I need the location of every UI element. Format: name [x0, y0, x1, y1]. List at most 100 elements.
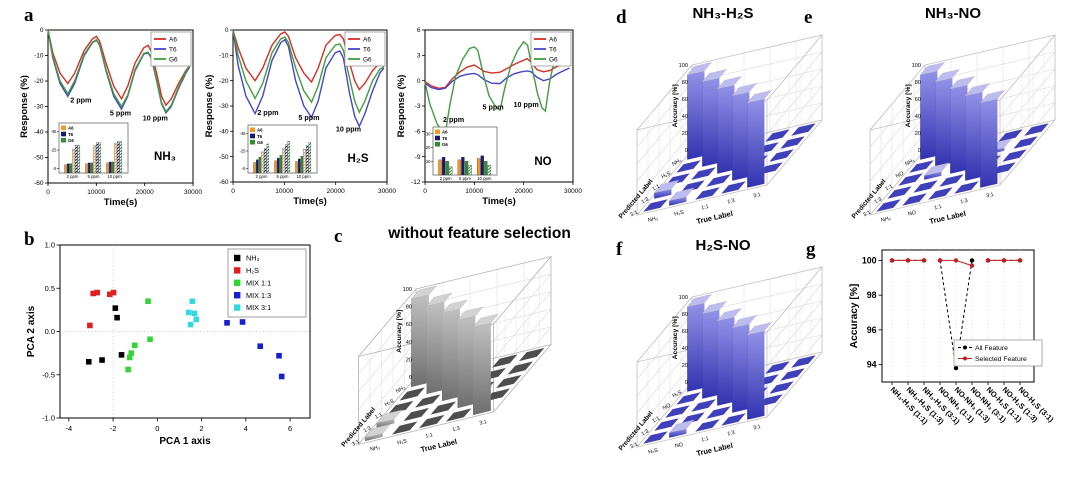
svg-text:MIX 1:1: MIX 1:1	[246, 278, 271, 287]
series-T6	[232, 29, 385, 128]
svg-text:100: 100	[679, 295, 688, 301]
series-Selected Feature	[889, 258, 1023, 268]
series-G6	[47, 29, 191, 113]
svg-text:Response (%): Response (%)	[19, 75, 30, 138]
svg-text:1:3: 1:3	[727, 430, 736, 438]
svg-text:10 ppm: 10 ppm	[143, 114, 168, 123]
legend: A6 T6 G6	[530, 31, 572, 67]
svg-text:0: 0	[46, 189, 50, 196]
svg-text:-1.0: -1.0	[42, 414, 55, 423]
svg-text:G6: G6	[442, 142, 448, 147]
svg-text:3:1: 3:1	[479, 419, 488, 427]
svg-text:20: 20	[915, 131, 921, 137]
svg-text:10 ppm: 10 ppm	[477, 176, 492, 181]
svg-text:1:3: 1:3	[363, 425, 372, 434]
svg-text:-30: -30	[424, 131, 431, 136]
svg-text:60: 60	[406, 322, 412, 328]
svg-text:5 ppm: 5 ppm	[459, 176, 471, 181]
svg-text:10000: 10000	[275, 188, 293, 195]
svg-text:2 ppm: 2 ppm	[67, 174, 79, 179]
svg-text:20: 20	[682, 131, 688, 137]
svg-text:40: 40	[682, 114, 688, 120]
svg-text:20000: 20000	[327, 188, 345, 195]
svg-text:-4: -4	[66, 424, 73, 433]
svg-text:Accuracy [%]: Accuracy [%]	[672, 316, 679, 359]
svg-text:G6: G6	[549, 56, 558, 63]
svg-text:NH₃: NH₃	[370, 445, 381, 453]
panel-label-b: b	[24, 229, 35, 250]
svg-text:1:1: 1:1	[884, 184, 893, 193]
svg-text:40: 40	[406, 340, 412, 346]
svg-text:-2: -2	[110, 424, 117, 433]
svg-text:T6: T6	[257, 134, 263, 139]
svg-text:H₂S: H₂S	[347, 153, 368, 165]
svg-text:20000: 20000	[136, 189, 154, 196]
svg-text:G6: G6	[169, 56, 178, 63]
svg-text:40: 40	[915, 114, 921, 120]
svg-text:-40: -40	[34, 129, 44, 136]
svg-text:1:1: 1:1	[651, 184, 660, 193]
svg-text:MIX 3:1: MIX 3:1	[246, 303, 271, 312]
bars	[876, 61, 1049, 212]
svg-text:5 ppm: 5 ppm	[482, 102, 503, 111]
svg-text:0: 0	[918, 148, 921, 154]
svg-text:94: 94	[867, 360, 877, 370]
svg-text:A6: A6	[363, 36, 371, 43]
svg-text:NO: NO	[895, 171, 905, 180]
svg-text:1:1: 1:1	[425, 432, 434, 440]
svg-text:PCA 1 axis: PCA 1 axis	[159, 436, 211, 447]
svg-text:Time(s): Time(s)	[293, 196, 327, 207]
series-A6	[424, 57, 570, 89]
svg-text:80: 80	[915, 80, 921, 86]
panel-label-a: a	[24, 5, 34, 26]
svg-text:10 ppm: 10 ppm	[107, 174, 122, 179]
svg-text:NH₃: NH₃	[395, 385, 407, 395]
svg-text:-25: -25	[50, 148, 57, 153]
svg-text:1:3: 1:3	[873, 197, 882, 206]
chart-response-h2s: 0 10000 20000 30000 0 -10 -20 -30 -40 -50 -60 Time(…	[204, 27, 396, 207]
svg-text:-20: -20	[219, 78, 229, 85]
chart-response-no: 0 10000 20000 30000 6 3 0 -3 -6 -9 -12 Time(s) Respo…	[396, 27, 582, 207]
svg-text:3:1: 3:1	[351, 439, 360, 448]
svg-text:0: 0	[423, 188, 427, 195]
svg-text:5 ppm: 5 ppm	[88, 174, 100, 179]
svg-text:PCA 2 axis: PCA 2 axis	[26, 305, 37, 357]
svg-text:NH₃: NH₃	[881, 216, 892, 224]
svg-text:1:1: 1:1	[374, 412, 383, 421]
series-lines	[232, 29, 385, 128]
svg-text:2 ppm: 2 ppm	[70, 96, 91, 105]
svg-text:A6: A6	[68, 126, 74, 131]
svg-text:2: 2	[200, 424, 204, 433]
svg-text:1.0: 1.0	[45, 241, 55, 250]
svg-text:NH₃: NH₃	[154, 151, 176, 163]
series-lines	[424, 40, 571, 136]
svg-text:0: 0	[685, 148, 688, 154]
svg-text:Response (%): Response (%)	[204, 75, 215, 138]
legend: All Feature Selected Feature	[953, 339, 1043, 367]
svg-text:A6: A6	[169, 36, 177, 43]
bars	[364, 285, 545, 442]
svg-text:-10: -10	[34, 53, 44, 60]
svg-text:1:3: 1:3	[727, 198, 736, 206]
svg-text:0.5: 0.5	[45, 284, 55, 293]
svg-text:Accuracy [%]: Accuracy [%]	[849, 284, 860, 349]
svg-text:NO: NO	[907, 210, 916, 218]
panel-e-title: NH₃-NO	[924, 5, 982, 22]
series-G6	[232, 29, 385, 115]
panel-label-g: g	[806, 239, 816, 260]
svg-text:10 ppm: 10 ppm	[336, 124, 361, 133]
svg-text:10000: 10000	[465, 188, 483, 195]
legend: A6 T6 G6	[150, 31, 192, 67]
svg-text:T6: T6	[549, 46, 557, 53]
svg-text:NO: NO	[662, 403, 672, 412]
svg-text:20: 20	[682, 363, 688, 369]
svg-text:Time(s): Time(s)	[104, 197, 138, 208]
series-lines	[47, 29, 191, 115]
svg-text:H₂S: H₂S	[397, 438, 408, 446]
svg-text:-20: -20	[424, 145, 431, 150]
legend: NH₃ H₂S MIX 1:1 MIX 1:3 MIX 3:1	[227, 248, 307, 318]
